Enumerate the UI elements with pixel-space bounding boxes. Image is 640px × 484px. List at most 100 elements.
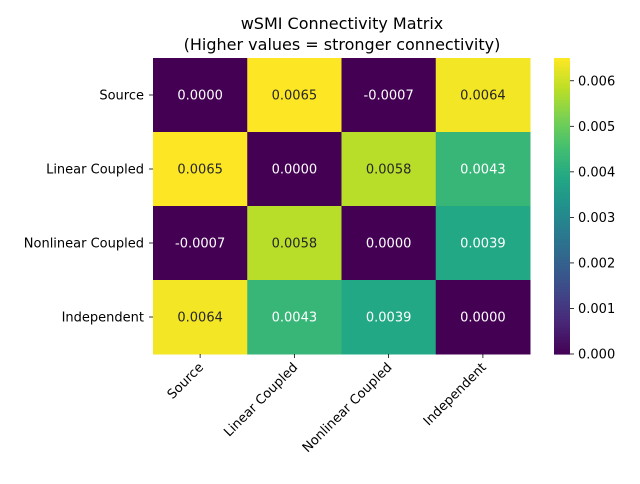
colorbar-segment (554, 81, 570, 86)
colorbar-segment (554, 72, 570, 77)
colorbar-segment (554, 102, 570, 106)
colorbar-segment (554, 84, 570, 89)
colorbar-segment (554, 194, 570, 198)
cell-annotation: 0.0000 (366, 237, 412, 252)
colorbar-segment (554, 114, 570, 118)
colorbar-segment (554, 185, 570, 189)
colorbar-segment (554, 123, 570, 127)
row-label: Linear Coupled (46, 163, 144, 178)
cell-annotation: 0.0000 (177, 89, 223, 104)
heatmap-cell (435, 58, 531, 133)
colorbar-segment (554, 345, 570, 349)
colorbar-segment (554, 336, 570, 340)
colorbar-segment (554, 309, 570, 314)
colorbar-segment (554, 206, 570, 210)
colorbar-segment (554, 220, 570, 225)
heatmap-cell (247, 58, 342, 133)
colorbar-segment (554, 342, 570, 346)
heatmap-cell (341, 132, 437, 207)
cell-annotation: 0.0065 (272, 89, 318, 104)
colorbar-tick-label: 0.003 (578, 211, 615, 226)
colorbar-segment (554, 120, 570, 124)
colorbar-segment (554, 297, 570, 302)
colorbar-segment (554, 111, 570, 115)
colorbar-segment (554, 108, 570, 112)
colorbar-segment (554, 105, 570, 109)
colorbar-segment (554, 200, 570, 204)
colorbar-segment (554, 179, 570, 183)
colorbar-segment (554, 96, 570, 101)
heatmap-cell (341, 58, 437, 133)
colorbar-tick-label: 0.001 (578, 302, 615, 317)
colorbar-segment (554, 253, 570, 257)
colorbar-segment (554, 300, 570, 305)
colorbar-segment (554, 99, 570, 103)
heatmap-cell (341, 206, 437, 281)
colorbar-segment (554, 330, 570, 334)
heatmap-cell (435, 280, 531, 355)
cell-annotation: 0.0065 (177, 163, 223, 178)
heatmap-cell (247, 206, 342, 281)
colorbar-segment (554, 318, 570, 323)
cell-annotation: 0.0064 (177, 311, 223, 326)
colorbar-segment (554, 294, 570, 299)
colorbar-tick-label: 0.004 (578, 165, 615, 180)
colorbar-segment (554, 241, 570, 246)
colorbar-segment (554, 238, 570, 243)
colorbar-segment (554, 69, 570, 74)
colorbar-segment (554, 75, 570, 80)
colorbar-segment (554, 232, 570, 237)
colorbar-segment (554, 285, 570, 290)
colorbar-segment (554, 327, 570, 331)
colorbar-segment (554, 132, 570, 136)
colorbar-segment (554, 265, 570, 269)
colorbar-segment (554, 291, 570, 296)
colorbar-segment (554, 247, 570, 251)
colorbar-segment (554, 315, 570, 320)
colorbar-segment (554, 321, 570, 325)
row-label: Source (99, 89, 144, 104)
colorbar: 0.000 0.001 0.002 0.003 0.004 0.005 0.006 (554, 58, 615, 363)
colorbar-segment (554, 173, 570, 177)
colorbar-segment (554, 58, 570, 62)
column-label: Linear Coupled (221, 360, 301, 440)
colorbar-segment (554, 149, 570, 154)
colorbar-segment (554, 214, 570, 219)
colorbar-segment (554, 333, 570, 337)
column-label: Nonlinear Coupled (300, 360, 396, 456)
colorbar-segment (554, 208, 570, 213)
colorbar-segment (554, 90, 570, 95)
colorbar-segment (554, 63, 570, 68)
colorbar-segment (554, 235, 570, 240)
chart-title: wSMI Connectivity Matrix (241, 14, 444, 33)
colorbar-segment (554, 176, 570, 180)
colorbar-segment (554, 152, 570, 157)
colorbar-segment (554, 129, 570, 133)
colorbar-segment (554, 93, 570, 98)
colorbar-segment (554, 87, 570, 92)
colorbar-segment (554, 161, 570, 166)
heatmap-cell (247, 280, 342, 355)
colorbar-segment (554, 271, 570, 275)
colorbar-segment (554, 182, 570, 186)
cell-annotation: 0.0000 (460, 311, 506, 326)
cell-annotation: 0.0064 (460, 89, 506, 104)
chart-subtitle: (Higher values = stronger connectivity) (184, 35, 501, 54)
cell-annotation: -0.0007 (364, 89, 414, 104)
colorbar-tick-label: 0.002 (578, 256, 615, 271)
column-label: Independent (421, 360, 490, 429)
colorbar-segment (554, 226, 570, 231)
heatmap-cell (153, 132, 248, 207)
colorbar-segment (554, 312, 570, 317)
cell-annotation: 0.0043 (460, 163, 506, 178)
heatmap-cell (153, 280, 248, 355)
colorbar-segment (554, 158, 570, 163)
colorbar-tick-label: 0.006 (578, 74, 615, 89)
colorbar-segment (554, 78, 570, 83)
colorbar-segment (554, 126, 570, 130)
colorbar-segment (554, 146, 570, 151)
column-label: Source (165, 360, 207, 402)
colorbar-segment (554, 117, 570, 121)
heatmap-cell (247, 132, 342, 207)
